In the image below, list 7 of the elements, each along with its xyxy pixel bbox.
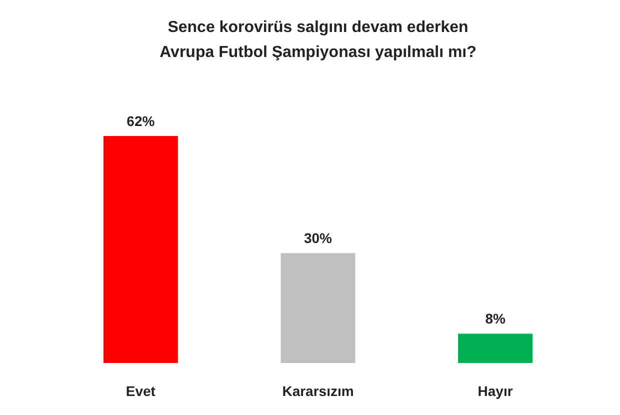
x-tick-label: Kararsızım — [282, 383, 354, 399]
data-label: 30% — [304, 230, 333, 246]
data-label: 62% — [126, 113, 156, 129]
data-label: 8% — [485, 310, 506, 327]
chart-title: Sence korovirüs salgını devam ederken Avrupa Futbol Şampiyonası yapılmalı mı? — [160, 19, 476, 61]
x-tick-label: Hayır — [478, 383, 514, 399]
x-tick-label: Evet — [126, 383, 156, 399]
